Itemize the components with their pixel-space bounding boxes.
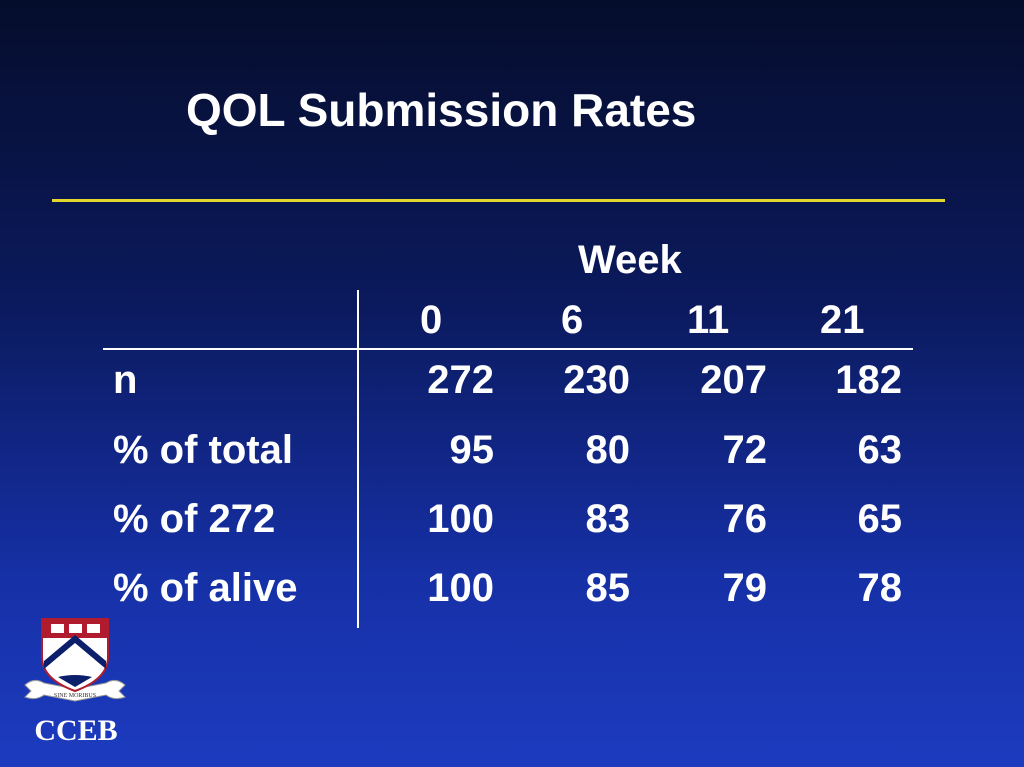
cell-pct-272-week-6: 83 [585, 497, 631, 541]
university-shield-icon: SINE MORIBUS [22, 617, 128, 711]
cell-pct-272-week-21: 65 [857, 497, 903, 541]
column-header-week-11: 11 [687, 298, 730, 342]
cell-pct-total-week-11: 72 [722, 428, 768, 472]
slide-title: QOL Submission Rates [186, 84, 697, 136]
table-horizontal-divider [103, 348, 913, 350]
cell-pct-alive-week-0: 100 [427, 566, 494, 610]
title-divider [52, 199, 945, 202]
cell-n-week-0: 272 [427, 358, 494, 402]
column-header-week-21: 21 [820, 298, 865, 342]
organization-name: CCEB [34, 714, 118, 747]
row-label-pct-272: % of 272 [113, 497, 276, 541]
svg-text:SINE MORIBUS: SINE MORIBUS [54, 693, 96, 699]
row-label-n: n [113, 358, 138, 402]
table-vertical-divider [357, 290, 359, 628]
cell-n-week-21: 182 [835, 358, 902, 402]
row-label-pct-total: % of total [113, 428, 293, 472]
cell-pct-272-week-0: 100 [427, 497, 494, 541]
column-header-week-6: 6 [561, 298, 584, 342]
cell-n-week-11: 207 [700, 358, 767, 402]
row-label-pct-alive: % of alive [113, 566, 298, 610]
cell-pct-alive-week-11: 79 [722, 566, 768, 610]
week-header: Week [578, 238, 682, 282]
cell-n-week-6: 230 [563, 358, 630, 402]
cell-pct-total-week-21: 63 [857, 428, 903, 472]
cell-pct-272-week-11: 76 [722, 497, 768, 541]
cell-pct-total-week-0: 95 [449, 428, 495, 472]
cell-pct-alive-week-6: 85 [585, 566, 631, 610]
cell-pct-total-week-6: 80 [585, 428, 631, 472]
column-header-week-0: 0 [420, 298, 443, 342]
cell-pct-alive-week-21: 78 [857, 566, 903, 610]
